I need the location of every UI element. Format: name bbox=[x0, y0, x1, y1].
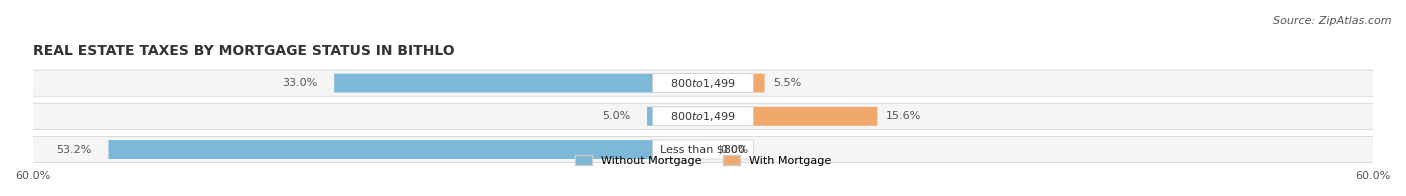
Text: $800 to $1,499: $800 to $1,499 bbox=[671, 77, 735, 90]
FancyBboxPatch shape bbox=[335, 74, 703, 93]
FancyBboxPatch shape bbox=[703, 74, 765, 93]
Text: 0.0%: 0.0% bbox=[720, 144, 748, 154]
FancyBboxPatch shape bbox=[108, 140, 703, 159]
FancyBboxPatch shape bbox=[32, 136, 1374, 163]
Text: 53.2%: 53.2% bbox=[56, 144, 91, 154]
FancyBboxPatch shape bbox=[652, 74, 754, 93]
FancyBboxPatch shape bbox=[32, 70, 1374, 96]
Text: 15.6%: 15.6% bbox=[886, 111, 921, 121]
Text: REAL ESTATE TAXES BY MORTGAGE STATUS IN BITHLO: REAL ESTATE TAXES BY MORTGAGE STATUS IN … bbox=[32, 44, 454, 58]
Legend: Without Mortgage, With Mortgage: Without Mortgage, With Mortgage bbox=[575, 155, 831, 166]
FancyBboxPatch shape bbox=[652, 140, 754, 159]
Text: 5.0%: 5.0% bbox=[602, 111, 630, 121]
FancyBboxPatch shape bbox=[32, 103, 1374, 129]
Text: 33.0%: 33.0% bbox=[283, 78, 318, 88]
Text: Less than $800: Less than $800 bbox=[661, 144, 745, 154]
FancyBboxPatch shape bbox=[647, 107, 703, 126]
Text: $800 to $1,499: $800 to $1,499 bbox=[671, 110, 735, 123]
Text: Source: ZipAtlas.com: Source: ZipAtlas.com bbox=[1274, 16, 1392, 26]
Text: 5.5%: 5.5% bbox=[773, 78, 801, 88]
FancyBboxPatch shape bbox=[703, 107, 877, 126]
FancyBboxPatch shape bbox=[652, 107, 754, 126]
